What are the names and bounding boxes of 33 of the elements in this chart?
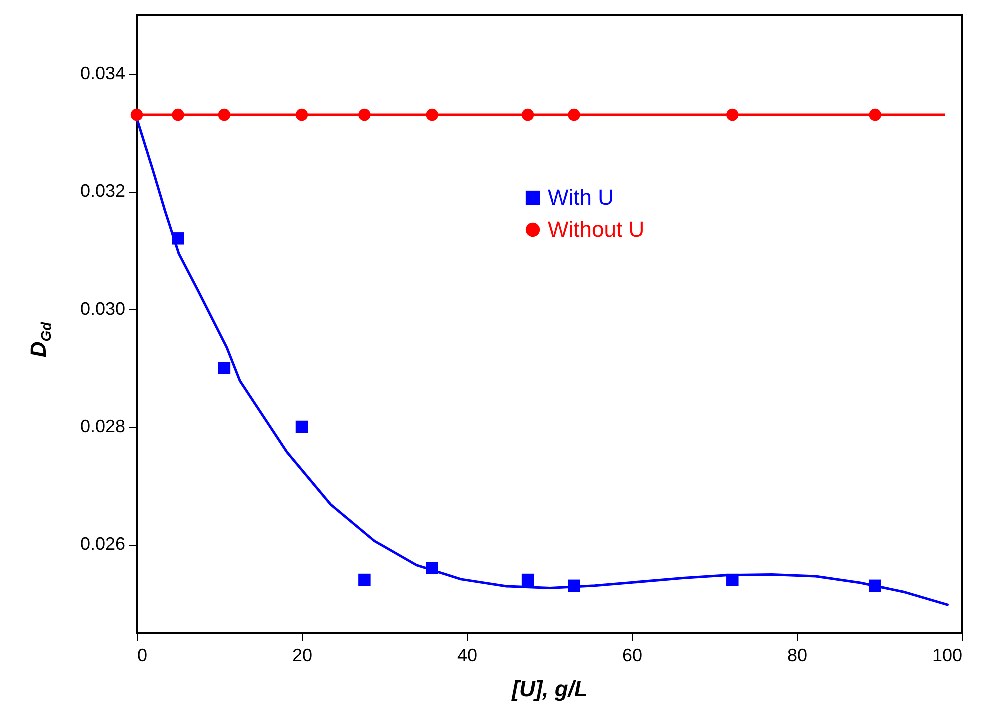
point — [522, 108, 534, 122]
point — [522, 574, 534, 586]
y-tick-label: 0.032 — [80, 181, 126, 202]
y-tick-label: 0.028 — [80, 416, 126, 436]
y-tick-label: 0.034 — [80, 63, 126, 84]
point — [296, 108, 308, 122]
x-tick-label: 20 — [292, 646, 313, 666]
point — [358, 108, 371, 122]
x-axis-title: [U], g/L — [511, 676, 588, 702]
x-tick-label: 40 — [457, 646, 478, 666]
point — [426, 108, 438, 122]
legend-label: With U — [548, 185, 614, 210]
point — [296, 420, 308, 434]
point — [358, 574, 371, 586]
point — [172, 108, 184, 122]
x-tick-label: 100 — [932, 646, 962, 666]
point — [218, 362, 231, 374]
point — [568, 108, 580, 122]
point — [172, 232, 184, 245]
point — [218, 108, 231, 122]
point — [726, 108, 739, 122]
point — [869, 580, 882, 592]
y-tick-label: 0.026 — [80, 534, 126, 554]
legend-label: Without U — [548, 217, 645, 242]
x-tick-label: 0 — [138, 646, 148, 666]
point — [130, 108, 144, 122]
y-tick-label: 0.030 — [80, 298, 126, 319]
x-tick-label: 60 — [622, 646, 643, 666]
point — [726, 574, 739, 586]
x-tick-label: 80 — [787, 646, 808, 666]
point — [568, 580, 580, 592]
point — [869, 108, 882, 122]
point — [426, 562, 438, 574]
